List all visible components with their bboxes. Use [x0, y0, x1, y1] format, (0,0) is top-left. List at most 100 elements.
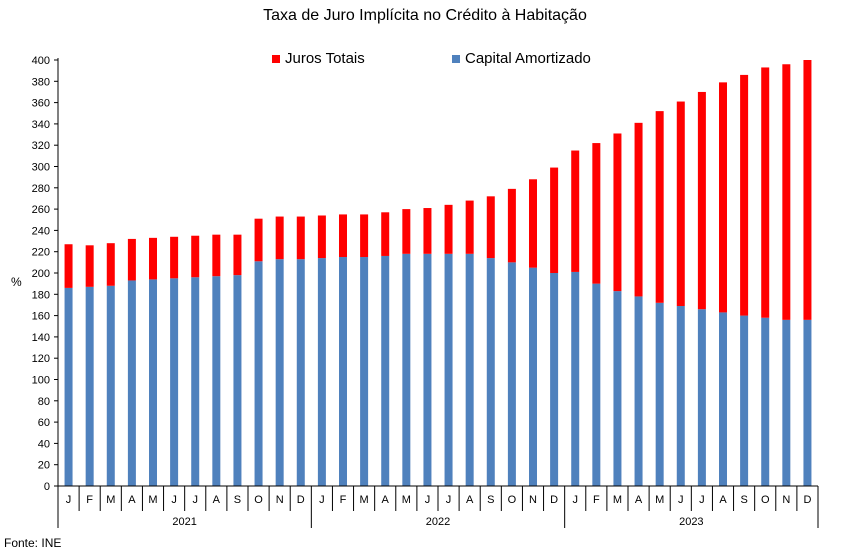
bar-capital-amortizado	[719, 312, 727, 486]
bar-capital-amortizado	[127, 280, 136, 486]
y-tick-label: 320	[32, 140, 50, 152]
y-tick-label: 200	[32, 268, 50, 280]
bar-capital-amortizado	[402, 253, 411, 486]
legend-label-capital-amortizado: Capital Amortizado	[465, 50, 591, 67]
y-tick-label: 60	[38, 417, 50, 429]
legend-label-juros-totais: Juros Totais	[285, 50, 365, 67]
bar-juros-totais	[634, 122, 643, 297]
legend-swatch-capital-amortizado	[452, 54, 460, 63]
legend-swatch-juros-totais	[272, 54, 280, 63]
y-tick-label: 340	[32, 119, 50, 131]
bar-juros-totais	[740, 74, 749, 316]
bar-juros-totais	[486, 196, 495, 259]
source-note: Fonte: INE	[4, 536, 62, 550]
bar-juros-totais	[444, 204, 453, 254]
bar-juros-totais	[381, 212, 390, 256]
bar-juros-totais	[592, 143, 601, 284]
y-tick-label: 40	[38, 438, 50, 450]
bar-juros-totais	[761, 67, 770, 318]
legend-item-capital-amortizado: Capital Amortizado	[452, 50, 591, 67]
x-tick-label: J	[319, 494, 325, 506]
y-tick-label: 220	[32, 247, 50, 259]
bar-capital-amortizado	[486, 258, 495, 486]
year-label: 2023	[679, 516, 703, 528]
bar-juros-totais	[212, 234, 221, 277]
x-tick-label: D	[550, 494, 558, 506]
bar-capital-amortizado	[592, 283, 601, 486]
x-tick-label: M	[360, 494, 369, 506]
bar-capital-amortizado	[571, 271, 580, 486]
chart-title: Taxa de Juro Implícita no Crédito à Habi…	[263, 7, 587, 24]
bar-capital-amortizado	[444, 253, 453, 486]
x-tick-label: J	[192, 494, 198, 506]
bar-juros-totais	[423, 208, 432, 254]
bar-juros-totais	[360, 214, 369, 258]
bar-capital-amortizado	[360, 257, 369, 486]
x-tick-label: J	[572, 494, 578, 506]
bar-capital-amortizado	[85, 286, 94, 486]
x-tick-label: D	[297, 494, 305, 506]
x-tick-label: F	[340, 494, 347, 506]
bar-juros-totais	[613, 133, 622, 292]
bar-capital-amortizado	[655, 302, 664, 486]
x-tick-label: N	[782, 494, 790, 506]
x-tick-label: J	[425, 494, 431, 506]
bar-juros-totais	[529, 179, 537, 268]
bar-capital-amortizado	[782, 319, 791, 486]
x-tick-label: S	[740, 494, 747, 506]
x-tick-label: J	[699, 494, 705, 506]
bar-capital-amortizado	[106, 285, 115, 486]
bar-capital-amortizado	[170, 278, 179, 486]
bar-capital-amortizado	[296, 259, 305, 486]
bar-juros-totais	[85, 245, 94, 287]
stacked-bar-chart: 0 20 40 60 80 100 120 140 160 180 200 220 240 260 280 3…	[32, 55, 819, 528]
x-tick-label: M	[655, 494, 664, 506]
x-tick-label: M	[402, 494, 411, 506]
x-tick-label: J	[171, 494, 177, 506]
y-tick-label: 300	[32, 162, 50, 174]
x-tick-label: N	[529, 494, 537, 506]
x-tick-label: A	[213, 494, 221, 506]
bar-juros-totais	[339, 214, 347, 258]
x-tick-label: A	[466, 494, 474, 506]
x-tick-label: A	[635, 494, 643, 506]
y-tick-label: 80	[38, 396, 50, 408]
y-tick-label: 0	[44, 481, 50, 493]
x-tick-label: D	[803, 494, 811, 506]
bar-juros-totais	[254, 218, 263, 262]
bar-juros-totais	[296, 216, 305, 260]
bar-juros-totais	[275, 216, 284, 260]
bar-juros-totais	[106, 243, 115, 286]
x-tick-label: F	[593, 494, 600, 506]
bar-capital-amortizado	[697, 309, 706, 486]
y-tick-label: 180	[32, 289, 50, 301]
bar-juros-totais	[149, 237, 157, 280]
legend-item-juros-totais: Juros Totais	[272, 50, 365, 67]
bar-capital-amortizado	[64, 287, 73, 486]
bar-juros-totais	[465, 200, 474, 254]
y-axis-label: %	[11, 275, 22, 289]
bar-capital-amortizado	[149, 279, 157, 486]
bar-juros-totais	[719, 82, 727, 313]
bar-juros-totais	[507, 188, 516, 263]
bar-capital-amortizado	[761, 317, 770, 486]
x-tick-label: F	[86, 494, 93, 506]
bar-juros-totais	[64, 244, 73, 288]
x-tick-label: S	[234, 494, 241, 506]
bar-capital-amortizado	[529, 267, 537, 486]
year-label: 2022	[426, 516, 450, 528]
x-tick-label: N	[276, 494, 284, 506]
bar-juros-totais	[233, 234, 242, 276]
bar-juros-totais	[402, 209, 411, 254]
y-tick-label: 240	[32, 225, 50, 237]
y-tick-label: 100	[32, 375, 50, 387]
bar-capital-amortizado	[803, 319, 812, 486]
bar-juros-totais	[127, 238, 136, 281]
y-tick-label: 120	[32, 353, 50, 365]
bar-capital-amortizado	[507, 262, 516, 486]
x-tick-label: J	[446, 494, 452, 506]
bar-juros-totais	[803, 60, 812, 320]
year-label: 2021	[172, 516, 196, 528]
bar-juros-totais	[191, 235, 200, 278]
y-tick-label: 160	[32, 311, 50, 323]
